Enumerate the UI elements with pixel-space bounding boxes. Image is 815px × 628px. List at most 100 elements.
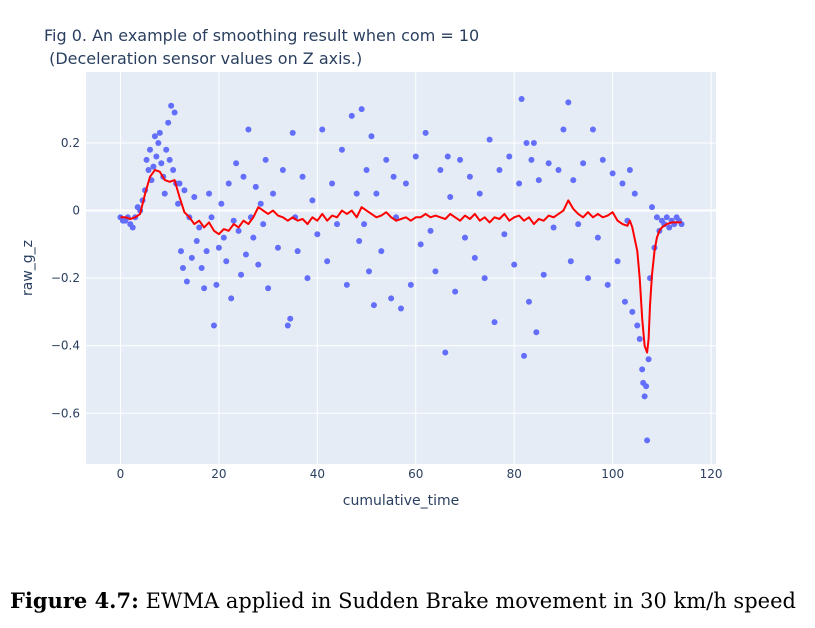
y-tick-label: −0.4	[51, 339, 80, 353]
data-point	[223, 258, 230, 265]
data-point	[166, 156, 173, 163]
data-point	[287, 315, 294, 322]
data-point	[215, 244, 222, 251]
data-point	[353, 190, 360, 197]
data-point	[176, 180, 183, 187]
data-point	[565, 99, 572, 106]
data-point	[210, 322, 217, 329]
data-point	[383, 156, 390, 163]
data-point	[146, 146, 153, 153]
data-point	[525, 298, 532, 305]
data-point	[163, 146, 170, 153]
chart-title: Fig 0. An example of smoothing result wh…	[44, 24, 479, 70]
data-point	[528, 156, 535, 163]
data-point	[629, 308, 636, 315]
y-tick-label: −0.6	[51, 406, 80, 420]
data-point	[250, 234, 257, 241]
data-point	[129, 224, 136, 231]
data-point	[368, 133, 375, 140]
data-point	[594, 234, 601, 241]
data-point	[238, 271, 245, 278]
data-point	[636, 335, 643, 342]
scatter-markers	[117, 96, 685, 444]
data-point	[324, 258, 331, 265]
data-point	[530, 139, 537, 146]
data-point	[496, 167, 503, 173]
data-point	[619, 180, 626, 187]
data-point	[158, 160, 165, 167]
data-point	[183, 278, 190, 285]
data-point	[649, 204, 656, 211]
data-point	[501, 231, 508, 238]
smoothed-series-line	[120, 169, 682, 354]
x-tick-label: 100	[601, 467, 624, 481]
data-point	[621, 298, 628, 305]
data-point	[388, 295, 395, 302]
data-point	[218, 200, 225, 207]
data-point	[402, 180, 409, 187]
y-tick-label: −0.2	[51, 271, 80, 285]
data-point	[168, 102, 175, 109]
x-tick-label: 80	[507, 467, 522, 481]
data-point	[177, 248, 184, 255]
data-point	[203, 248, 210, 255]
data-point	[279, 167, 286, 173]
data-point	[444, 153, 451, 160]
data-point	[609, 170, 616, 177]
data-point	[153, 153, 160, 160]
data-point	[653, 214, 660, 221]
y-axis-ticks: 0.2 0 −0.2 −0.4 −0.6	[51, 136, 80, 420]
data-point	[358, 106, 365, 113]
data-point	[175, 200, 182, 207]
data-point	[535, 177, 542, 184]
data-point	[242, 251, 249, 258]
data-point	[390, 173, 397, 180]
data-point	[228, 295, 235, 302]
data-point	[165, 119, 172, 126]
data-point	[373, 190, 380, 197]
data-point	[171, 109, 178, 116]
data-point	[156, 129, 163, 136]
data-point	[432, 268, 439, 275]
y-axis-title: raw_g_z	[20, 240, 36, 296]
data-point	[645, 356, 652, 363]
data-point	[201, 285, 208, 292]
x-axis-title: cumulative_time	[343, 493, 459, 509]
data-point	[427, 227, 434, 234]
data-point	[466, 173, 473, 180]
chart-title-line2: (Deceleration sensor values on Z axis.)	[44, 49, 363, 68]
data-point	[447, 194, 454, 201]
data-point	[151, 133, 158, 140]
data-point	[663, 214, 670, 221]
data-point	[378, 248, 385, 255]
data-point	[260, 221, 267, 228]
x-tick-label: 60	[408, 467, 423, 481]
data-point	[220, 234, 227, 241]
data-point	[604, 281, 611, 288]
data-point	[284, 322, 291, 329]
data-point	[644, 437, 651, 444]
data-point	[294, 248, 301, 255]
data-point	[338, 146, 345, 153]
data-point	[407, 281, 414, 288]
data-point	[550, 224, 557, 231]
data-point	[540, 271, 547, 278]
data-point	[491, 319, 498, 326]
data-point	[523, 139, 530, 146]
data-point	[179, 265, 186, 271]
data-point	[585, 275, 592, 282]
x-tick-label: 120	[700, 467, 723, 481]
data-point	[257, 200, 264, 207]
scatter-plot: 0 20 40 60 80 100 120 0.2 0 −0.2 −0.4 −0.6 cumulat…	[20, 72, 723, 509]
data-point	[155, 139, 162, 146]
x-tick-label: 20	[211, 467, 226, 481]
data-point	[191, 194, 198, 201]
data-point	[476, 190, 483, 197]
data-point	[334, 221, 341, 228]
data-point	[270, 190, 277, 197]
caption-text: EWMA applied in Sudden Brake movement in…	[145, 589, 796, 613]
data-point	[348, 112, 355, 119]
chart-title-line1: Fig 0. An example of smoothing result wh…	[44, 26, 480, 45]
data-point	[471, 254, 478, 261]
data-point	[370, 302, 377, 309]
